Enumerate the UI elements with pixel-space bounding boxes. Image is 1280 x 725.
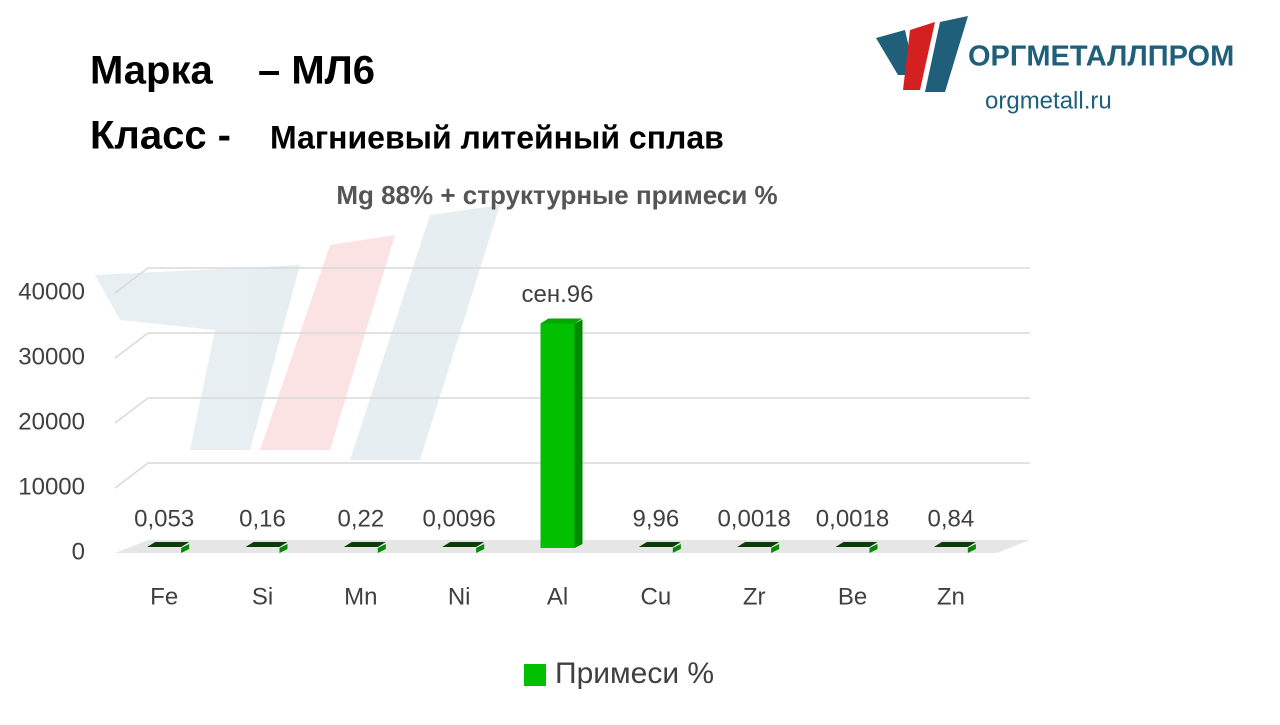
value-label: сен.96 [522, 281, 594, 308]
brand-line: Марка [90, 49, 214, 93]
x-tick-label: Zr [743, 583, 766, 610]
value-label: 9,96 [632, 505, 679, 532]
logo-name: ОРГМЕТАЛЛПРОМ [968, 41, 1234, 73]
bar [343, 542, 386, 553]
bar-cap [442, 542, 485, 547]
grid-line [114, 462, 1030, 489]
bar [737, 542, 780, 553]
x-tick-label: Fe [150, 583, 178, 610]
brand-value: – МЛ6 [258, 49, 375, 93]
x-tick-label: Be [838, 583, 867, 610]
bar-cap [933, 542, 976, 547]
x-tick-label: Si [252, 583, 273, 610]
grid-line [114, 332, 1030, 359]
bar-side [771, 544, 780, 553]
bar-side [574, 319, 583, 548]
x-tick-label: Zn [937, 583, 965, 610]
bar-cap [147, 542, 190, 547]
y-tick-label: 30000 [18, 343, 85, 370]
bar-side [279, 544, 288, 553]
bar-side [672, 544, 681, 553]
bar-side [869, 544, 878, 553]
bar [835, 542, 878, 553]
grid-line [114, 267, 1030, 294]
bar [638, 542, 681, 553]
class-value: Магниевый литейный сплав [270, 119, 724, 155]
bar [147, 542, 190, 553]
bar-side [181, 544, 190, 553]
bar-side [377, 544, 386, 553]
legend-label: Примеси % [555, 657, 714, 690]
value-label: 0,16 [239, 505, 286, 532]
bar-cap [540, 318, 583, 324]
bar [540, 318, 583, 548]
x-tick-label: Mn [344, 583, 377, 610]
logo-icon [876, 16, 968, 92]
bar-front [540, 323, 575, 548]
x-tick-label: Cu [640, 583, 671, 610]
bar-cap [343, 542, 386, 547]
y-tick-label: 40000 [18, 278, 85, 305]
class-label: Класс - [90, 114, 231, 158]
bar [933, 542, 976, 553]
legend-swatch [524, 664, 546, 686]
value-label: 0,0018 [717, 505, 790, 532]
bar [442, 542, 485, 553]
value-label: 0,22 [337, 505, 384, 532]
x-tick-label: Al [547, 583, 568, 610]
bar-side [476, 544, 485, 553]
chart-title: Mg 88% + структурные примеси % [336, 180, 777, 210]
bar-cap [835, 542, 878, 547]
x-tick-label: Ni [448, 583, 471, 610]
logo-url: orgmetall.ru [985, 87, 1112, 114]
grid-line [114, 397, 1030, 424]
y-tick-label: 0 [72, 538, 85, 565]
bar-cap [737, 542, 780, 547]
y-tick-label: 10000 [18, 473, 85, 500]
value-label: 0,0018 [816, 505, 889, 532]
value-label: 0,053 [134, 505, 194, 532]
value-label: 0,84 [927, 505, 974, 532]
y-tick-label: 20000 [18, 408, 85, 435]
bar-cap [245, 542, 288, 547]
bar-side [967, 544, 976, 553]
bar-cap [638, 542, 681, 547]
value-label: 0,0096 [422, 505, 495, 532]
bar [245, 542, 288, 553]
